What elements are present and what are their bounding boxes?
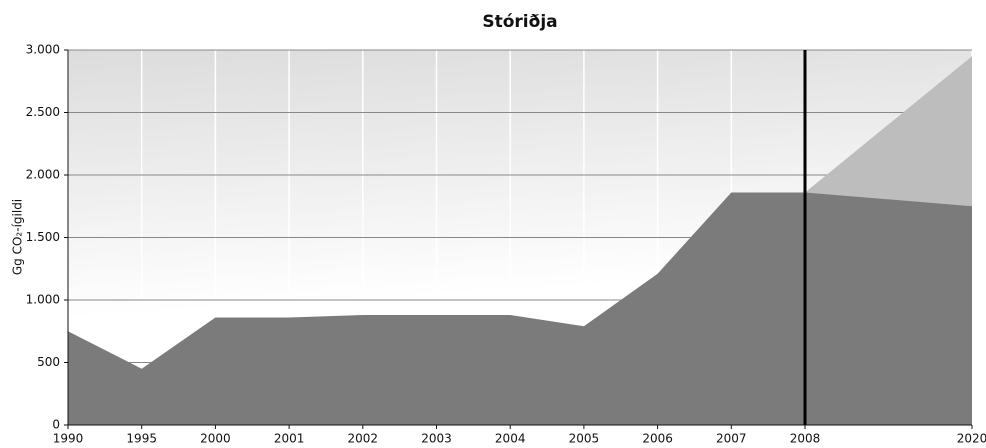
x-tick-label: 2000 [200,432,231,446]
x-tick-label: 2007 [716,432,747,446]
x-tick-label: 2006 [642,432,673,446]
x-tick-label: 1990 [53,432,84,446]
area [68,192,972,425]
x-tick-label: 2001 [274,432,305,446]
x-tick-label: 2005 [569,432,600,446]
x-tick-label: 2002 [348,432,379,446]
y-tick-label: 500 [37,355,60,369]
y-axis-label: Gg CO₂-ígildi [11,199,25,275]
x-tick-label: 2004 [495,432,526,446]
x-tick-label: 2003 [421,432,452,446]
y-tick-label: 2.500 [26,105,60,119]
y-tick-label: 1.000 [26,293,60,307]
x-tick-label: 2008 [790,432,821,446]
x-tick-label: 2020 [957,432,986,446]
x-tick-label: 1995 [126,432,157,446]
chart-title: Stóriðja [482,12,557,32]
y-tick-label: 3.000 [26,43,60,57]
y-tick-label: 0 [52,418,60,432]
y-tick-label: 1.500 [26,230,60,244]
y-tick-label: 2.000 [26,168,60,182]
